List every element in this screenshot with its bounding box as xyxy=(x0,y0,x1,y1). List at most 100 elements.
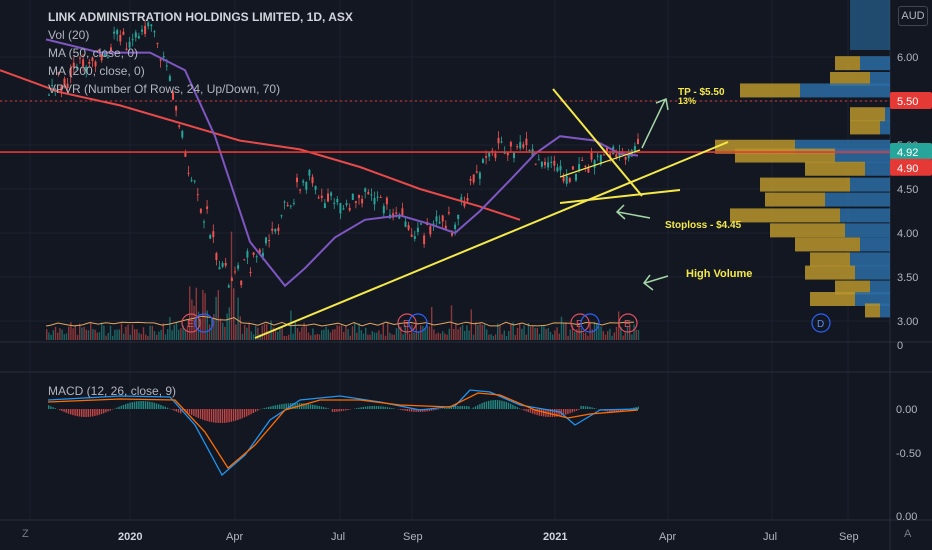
macd-histogram-bar xyxy=(303,403,305,409)
candle-body xyxy=(485,156,488,158)
macd-histogram-bar xyxy=(569,409,571,414)
candle-body xyxy=(218,267,221,270)
macd-histogram-bar xyxy=(496,400,499,409)
candle-body xyxy=(175,105,178,111)
candle-body xyxy=(358,194,360,198)
symbol-title[interactable]: LINK ADMINISTRATION HOLDINGS LIMITED, 1D… xyxy=(48,10,353,24)
candle-body xyxy=(491,150,494,152)
candle-body xyxy=(444,225,447,229)
candle-body xyxy=(48,94,50,96)
volume-bar xyxy=(426,325,428,340)
macd-histogram-bar xyxy=(558,409,560,417)
candle-body xyxy=(423,235,426,245)
macd-histogram-bar xyxy=(103,409,105,414)
volume-bar xyxy=(136,329,138,340)
macd-histogram-bar xyxy=(457,406,459,409)
macd-histogram-bar xyxy=(347,409,349,410)
candle-body xyxy=(587,166,590,173)
macd-histogram-bar xyxy=(331,409,334,412)
currency-button[interactable]: AUD xyxy=(898,6,928,26)
macd-histogram-bar xyxy=(87,409,89,417)
macd-legend[interactable]: MACD (12, 26, close, 9) xyxy=(48,384,177,398)
volume-bar xyxy=(182,325,184,340)
volume-bar xyxy=(211,317,213,340)
candle-body xyxy=(584,165,587,167)
volume-bar xyxy=(321,330,323,340)
volume-bar xyxy=(147,335,149,340)
candle-body xyxy=(528,150,531,152)
candle-body xyxy=(69,67,72,77)
macd-histogram-bar xyxy=(461,406,463,409)
candle-body xyxy=(615,154,618,158)
candle-body xyxy=(137,36,140,39)
volume-bar xyxy=(362,333,365,340)
auto-scale-button[interactable]: A xyxy=(904,528,912,540)
macd-histogram-bar xyxy=(578,409,580,410)
candle-body xyxy=(420,223,422,225)
macd-histogram-bar xyxy=(188,409,191,414)
study-ma50[interactable]: MA (50, close, 0) xyxy=(48,46,139,60)
macd-histogram-bar xyxy=(226,409,228,423)
candle-body xyxy=(506,151,509,156)
study-vol[interactable]: Vol (20) xyxy=(48,28,90,42)
volume-bar xyxy=(534,327,536,340)
macd-histogram-bar xyxy=(270,406,272,409)
candle-body xyxy=(153,31,156,33)
volume-bar xyxy=(457,329,459,340)
macd-histogram-bar xyxy=(393,408,395,409)
high-volume-annotation: High Volume xyxy=(686,268,752,280)
volume-bar xyxy=(433,329,435,340)
target-price-label-bg xyxy=(890,92,932,109)
volume-bar xyxy=(560,316,563,340)
candle-body xyxy=(345,203,348,205)
macd-histogram-bar xyxy=(325,407,327,409)
vpvr-bar-up xyxy=(850,0,890,50)
volume-bar xyxy=(109,325,112,340)
macd-histogram-bar xyxy=(294,403,296,409)
macd-histogram-bar xyxy=(380,406,382,409)
macd-histogram-bar xyxy=(459,406,461,409)
macd-histogram-bar xyxy=(206,409,208,422)
vpvr-bar-down xyxy=(805,161,865,176)
vpvr-bar-up xyxy=(860,237,890,252)
study-vpvr[interactable]: VPVR (Number Of Rows, 24, Up/Down, 70) xyxy=(48,82,281,96)
volume-bar xyxy=(589,322,591,340)
volume-bar xyxy=(347,329,349,340)
volume-bar xyxy=(279,328,281,340)
volume-bar xyxy=(413,332,415,340)
macd-histogram-bar xyxy=(492,400,494,409)
earnings-marker xyxy=(570,313,590,333)
volume-bar xyxy=(200,318,202,340)
candle-body xyxy=(255,256,258,258)
macd-histogram-bar xyxy=(320,406,323,409)
zoom-icon[interactable]: Z xyxy=(22,528,29,540)
volume-bar xyxy=(46,329,48,340)
volume-bar xyxy=(193,305,195,340)
macd-histogram-bar xyxy=(177,409,180,413)
macd-histogram-bar xyxy=(540,409,543,417)
volume-bar xyxy=(162,323,164,340)
candle-body xyxy=(379,196,382,198)
candle-body xyxy=(103,51,106,57)
volume-bar xyxy=(277,331,279,340)
candle-body xyxy=(320,195,323,198)
macd-histogram-bar xyxy=(228,409,230,423)
candle-body xyxy=(172,92,174,100)
study-ma200[interactable]: MA (200, close, 0) xyxy=(48,64,145,78)
macd-histogram-bar xyxy=(309,404,312,409)
volume-bar xyxy=(360,330,362,340)
vpvr-bar-up xyxy=(860,56,890,71)
volume-bar xyxy=(417,331,420,340)
volume-bar xyxy=(178,329,180,340)
vpvr-bar-up xyxy=(855,265,890,280)
candle-body xyxy=(113,31,116,34)
volume-bar xyxy=(61,329,63,340)
macd-histogram-bar xyxy=(70,409,72,415)
candle-body xyxy=(385,197,388,205)
vpvr-bar-down xyxy=(830,72,870,86)
volume-bar xyxy=(208,324,211,340)
macd-histogram-bar xyxy=(463,406,466,409)
volume-bar xyxy=(184,329,186,340)
macd-histogram-bar xyxy=(444,408,446,409)
